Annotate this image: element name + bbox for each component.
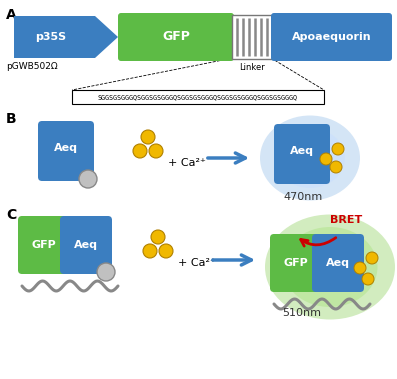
Circle shape	[133, 144, 147, 158]
FancyBboxPatch shape	[274, 124, 330, 184]
FancyBboxPatch shape	[60, 216, 112, 274]
FancyBboxPatch shape	[72, 90, 324, 104]
Text: + Ca²⁺: + Ca²⁺	[178, 258, 216, 268]
Text: GFP: GFP	[162, 30, 190, 44]
Text: p35S: p35S	[35, 32, 66, 42]
Ellipse shape	[265, 215, 395, 319]
Text: Aeq: Aeq	[74, 240, 98, 250]
Circle shape	[354, 262, 366, 274]
Text: GFP: GFP	[32, 240, 56, 250]
Circle shape	[143, 244, 157, 258]
Circle shape	[97, 263, 115, 281]
Polygon shape	[14, 16, 118, 58]
Text: 510nm: 510nm	[282, 308, 321, 318]
Circle shape	[79, 170, 97, 188]
Text: Aeq: Aeq	[54, 143, 78, 153]
Text: BRET: BRET	[330, 215, 362, 225]
Text: 470nm: 470nm	[283, 192, 322, 202]
Circle shape	[159, 244, 173, 258]
FancyArrowPatch shape	[301, 238, 336, 246]
Text: B: B	[6, 112, 17, 126]
FancyBboxPatch shape	[312, 234, 364, 292]
Text: A: A	[6, 8, 17, 22]
Circle shape	[362, 273, 374, 285]
Circle shape	[151, 230, 165, 244]
Circle shape	[320, 153, 332, 165]
FancyArrowPatch shape	[213, 255, 251, 265]
FancyBboxPatch shape	[18, 216, 70, 274]
Text: SGGSGSGGGQSGGSGSGGGQSGGSGSGGGQSGGSGSGGGQSGGSGSGGGQ: SGGSGSGGGQSGGSGSGGGQSGGSGSGGGQSGGSGSGGGQ…	[98, 94, 298, 100]
Text: Linker: Linker	[239, 63, 265, 72]
FancyBboxPatch shape	[232, 15, 272, 59]
Text: Aeq: Aeq	[326, 258, 350, 268]
FancyBboxPatch shape	[271, 13, 392, 61]
Text: + Ca²⁺: + Ca²⁺	[168, 158, 206, 168]
Text: GFP: GFP	[283, 258, 308, 268]
Text: Aeq: Aeq	[290, 146, 314, 156]
Ellipse shape	[275, 128, 345, 188]
Circle shape	[366, 252, 378, 264]
Circle shape	[330, 161, 342, 173]
Circle shape	[141, 130, 155, 144]
Text: C: C	[6, 208, 16, 222]
Text: Apoaequorin: Apoaequorin	[292, 32, 371, 42]
FancyBboxPatch shape	[118, 13, 234, 61]
FancyBboxPatch shape	[38, 121, 94, 181]
Ellipse shape	[260, 116, 360, 200]
Circle shape	[149, 144, 163, 158]
FancyBboxPatch shape	[270, 234, 322, 292]
FancyArrowPatch shape	[208, 153, 245, 163]
Text: pGWB502Ω: pGWB502Ω	[6, 62, 58, 71]
Ellipse shape	[283, 227, 378, 307]
Circle shape	[332, 143, 344, 155]
